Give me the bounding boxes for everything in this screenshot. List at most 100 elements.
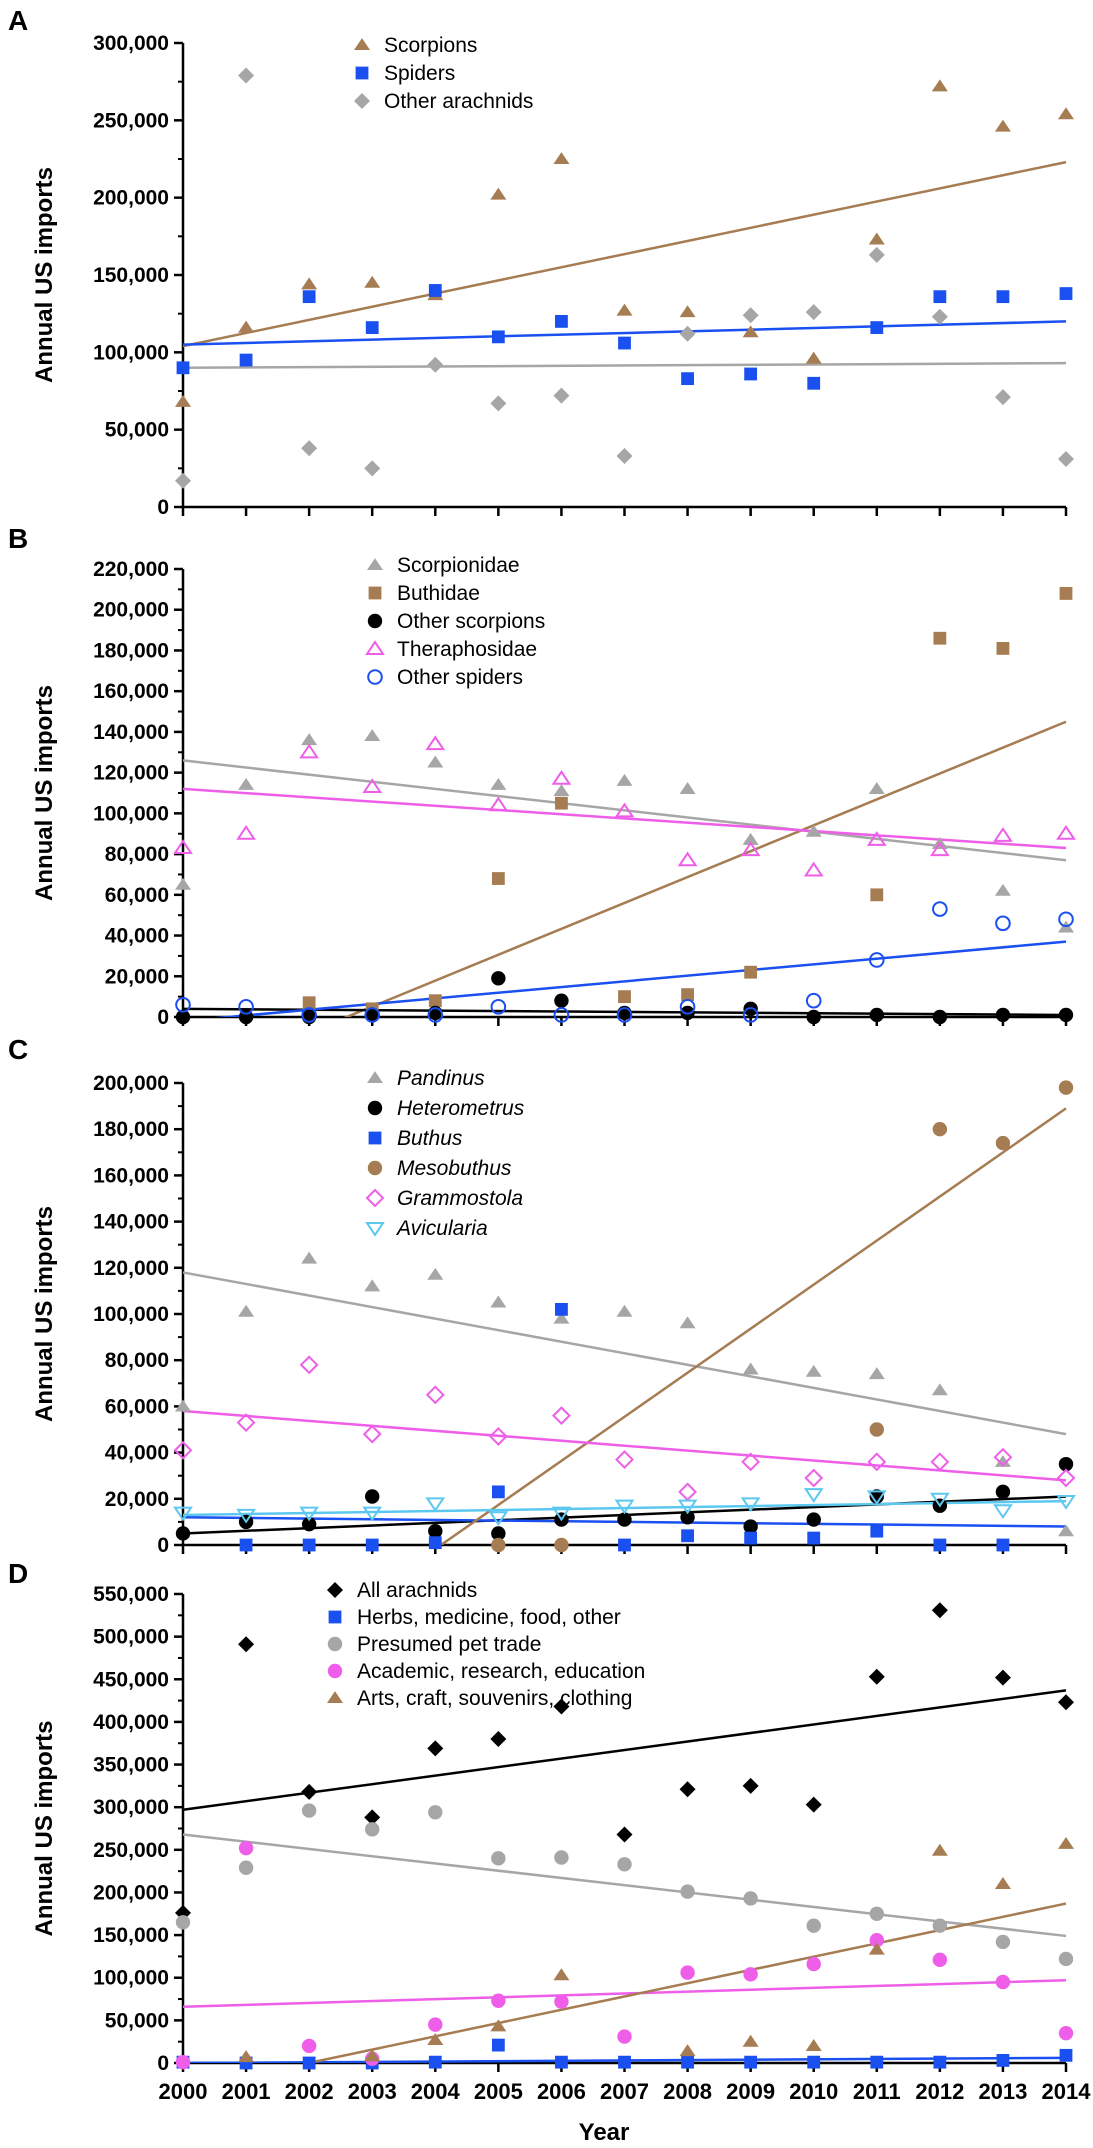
y-tick-label: 60,000	[105, 884, 169, 907]
data-point	[868, 246, 885, 263]
data-point	[869, 1489, 884, 1504]
data-point	[995, 1007, 1011, 1023]
x-tick-label: 2011	[853, 2079, 901, 2104]
data-point	[491, 2038, 505, 2052]
data-point	[428, 2055, 442, 2069]
data-point	[616, 773, 633, 786]
data-point	[618, 336, 631, 350]
data-point	[995, 1974, 1011, 1990]
data-point	[679, 2044, 696, 2057]
data-point	[427, 1007, 444, 1023]
data-point	[365, 1822, 380, 1837]
data-point	[931, 308, 948, 325]
legend: All arachnids Herbs, medicine, food, othe…	[327, 1579, 645, 1710]
trend-line	[182, 1499, 1067, 1517]
data-point	[994, 119, 1011, 132]
y-tick-label: 120,000	[93, 762, 169, 785]
data-point	[175, 877, 191, 890]
data-point	[1058, 1080, 1074, 1095]
x-tick-label: 2003	[348, 2079, 397, 2104]
trend-line	[343, 720, 1067, 1017]
legend-label: Arts, craft, souvenirs, clothing	[357, 1687, 632, 1710]
trend-lines	[182, 1689, 1067, 2063]
data-point	[491, 1851, 506, 1866]
data-point	[805, 1796, 822, 1813]
data-point	[302, 2056, 316, 2070]
data-point	[742, 325, 759, 338]
y-tick-label: 100,000	[93, 802, 169, 825]
data-point	[930, 1452, 950, 1472]
legend-label: Mesobuthus	[397, 1157, 512, 1180]
data-point	[744, 965, 758, 979]
data-point	[614, 1499, 635, 1515]
data-point	[490, 1730, 507, 1747]
data-point	[428, 2017, 443, 2032]
data-point	[301, 1251, 318, 1264]
data-point	[299, 743, 320, 759]
data-point	[490, 1295, 507, 1308]
series-all-arachnids	[175, 1602, 1074, 1921]
data-point	[173, 1506, 193, 1522]
series-avicularia	[173, 1488, 1076, 1526]
data-point	[553, 1311, 570, 1324]
data-point	[618, 990, 631, 1004]
data-point	[744, 2055, 758, 2069]
data-point	[428, 994, 442, 1008]
data-point	[995, 1934, 1011, 1950]
legend-marker	[368, 1131, 382, 1145]
y-tick-label: 50,000	[105, 2009, 169, 2032]
y-tick-label: 250,000	[93, 109, 169, 132]
data-point	[428, 1536, 442, 1550]
data-point	[238, 777, 255, 790]
data-point	[932, 1952, 948, 1968]
data-point	[677, 851, 698, 867]
trend-line	[182, 361, 1067, 370]
y-tick-label: 500,000	[93, 1626, 169, 1649]
data-point	[743, 1967, 758, 1982]
data-point	[679, 1781, 696, 1798]
series-grammostola	[173, 1355, 1076, 1502]
data-point	[681, 372, 694, 386]
y-tick-label: 40,000	[105, 925, 169, 948]
series-scorpionidae	[175, 729, 1074, 933]
data-point	[807, 1531, 821, 1545]
legend: Scorpionidae Buthidae Other scorpions Thera…	[365, 554, 545, 689]
legend-marker	[367, 669, 383, 685]
data-point	[176, 361, 190, 375]
data-point	[806, 1009, 821, 1025]
data-point	[238, 67, 255, 84]
data-point	[365, 1489, 380, 1504]
legend-marker	[354, 93, 370, 109]
trend-line	[182, 759, 1067, 862]
data-point	[680, 1884, 695, 1899]
data-point	[364, 2049, 381, 2062]
data-point	[427, 356, 444, 373]
data-point	[805, 824, 822, 837]
data-point	[238, 2050, 255, 2063]
data-point	[490, 2019, 507, 2032]
data-point	[175, 1399, 191, 1412]
data-point	[428, 284, 442, 297]
y-tick-label: 20,000	[105, 1488, 169, 1511]
y-tick-label: 300,000	[93, 32, 169, 55]
legend-label: All arachnids	[357, 1579, 477, 1602]
data-point	[929, 1492, 950, 1508]
data-point	[1059, 2048, 1073, 2062]
legend-label: Presumed pet trade	[357, 1633, 541, 1656]
data-point	[239, 353, 253, 367]
legend-label: Herbs, medicine, food, other	[357, 1606, 621, 1629]
y-tick-label: 220,000	[93, 558, 169, 581]
legend-marker	[355, 66, 369, 80]
data-point	[681, 2055, 694, 2069]
legend-label: Academic, research, education	[357, 1660, 645, 1683]
data-point	[993, 1447, 1013, 1467]
data-point	[553, 1968, 570, 1981]
legend-label: Heterometrus	[397, 1097, 525, 1120]
data-point	[933, 290, 947, 304]
data-point	[1058, 1524, 1074, 1537]
data-point	[680, 1510, 695, 1525]
data-point	[491, 1993, 506, 2008]
data-point	[555, 315, 568, 328]
data-point	[678, 1482, 697, 1502]
legend-marker	[327, 1663, 343, 1679]
